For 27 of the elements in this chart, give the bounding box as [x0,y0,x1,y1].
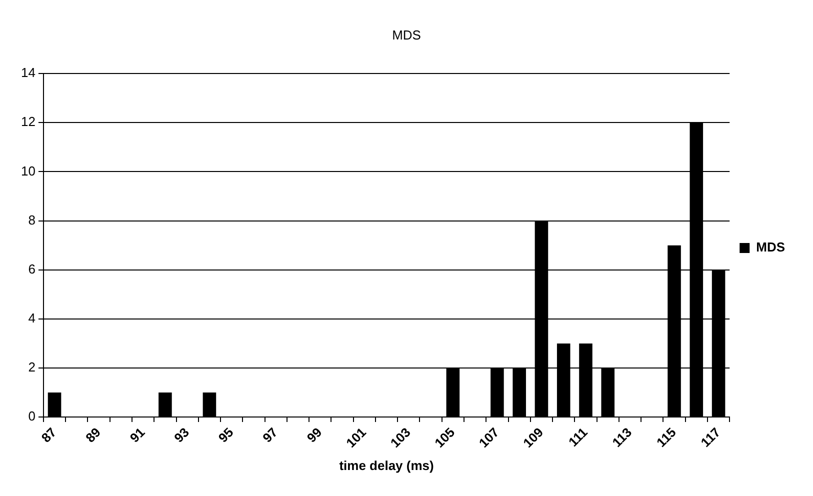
y-tick-label: 10 [20,163,36,178]
y-tick-label: 2 [28,360,36,375]
x-tick-label: 99 [304,424,325,446]
x-tick-label: 87 [38,424,60,446]
x-tick-label: 105 [432,424,458,451]
x-tick-label: 103 [387,424,414,451]
x-tick-label: 95 [215,424,236,446]
x-tick-label: 97 [260,424,281,446]
legend-label: MDS [756,240,786,255]
x-tick-label: 117 [698,424,724,450]
y-tick-label: 8 [28,212,36,228]
x-tick-label: 109 [520,424,546,451]
y-tick-label: 4 [28,310,36,326]
x-tick-label: 113 [609,424,635,450]
x-tick-label: 91 [126,424,148,446]
chart-title: MDS [392,27,422,42]
y-tick-label: 14 [20,65,36,80]
x-tick-label: 115 [653,424,679,450]
y-tick-label: 0 [28,408,36,424]
x-tick-label: 101 [343,424,370,451]
x-tick-label: 107 [476,424,502,451]
x-tick-label: 111 [565,424,590,450]
y-tick-label: 12 [20,114,36,130]
x-axis-title: time delay (ms) [339,458,434,473]
x-tick-label: 89 [82,424,104,446]
y-tick-label: 6 [28,261,36,276]
x-tick-label: 93 [171,424,192,446]
